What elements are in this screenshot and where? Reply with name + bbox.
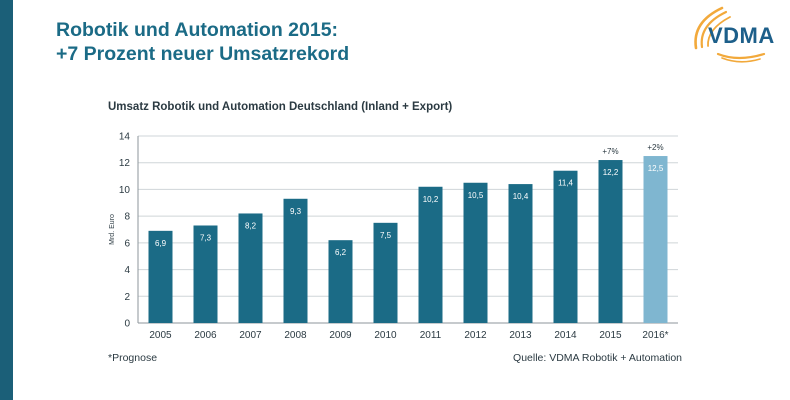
- data-label: 10,5: [468, 191, 484, 200]
- chart-title: Umsatz Robotik und Automation Deutschlan…: [108, 101, 453, 113]
- data-label: 10,2: [423, 195, 439, 204]
- x-tick-label: 2013: [509, 330, 532, 341]
- bar-2015: [598, 160, 623, 323]
- growth-annotation: +7%: [602, 147, 618, 156]
- growth-annotation: +2%: [647, 143, 663, 152]
- x-tick-label: 2008: [284, 330, 307, 341]
- y-tick-label: 12: [119, 158, 131, 169]
- y-tick-label: 14: [119, 132, 131, 143]
- logo-text: VDMA: [708, 23, 775, 48]
- bar-2013: [508, 184, 533, 323]
- data-label: 7,5: [380, 231, 392, 240]
- page-title: Robotik und Automation 2015: +7 Prozent …: [56, 18, 349, 66]
- data-label: 8,2: [245, 221, 257, 230]
- x-tick-label: 2006: [194, 330, 217, 341]
- side-strip: [0, 0, 13, 400]
- y-tick-label: 2: [124, 292, 130, 303]
- vdma-logo-icon: [694, 6, 766, 63]
- x-tick-label: 2012: [464, 330, 487, 341]
- data-label: 11,4: [558, 179, 574, 188]
- bar-2010: [373, 222, 398, 323]
- bar-2014: [553, 170, 578, 323]
- data-label: 6,2: [335, 248, 347, 257]
- x-tick-label: 2010: [374, 330, 397, 341]
- footnote: *Prognose: [108, 352, 158, 364]
- data-label: 10,4: [513, 192, 529, 201]
- title-line-1: Robotik und Automation 2015:: [56, 19, 339, 41]
- data-label: 9,3: [290, 207, 302, 216]
- bar-2011: [418, 186, 443, 323]
- y-tick-label: 8: [124, 212, 130, 223]
- data-label: 7,3: [200, 233, 212, 242]
- bars-layer: [148, 156, 668, 323]
- bar-2007: [238, 213, 263, 323]
- y-tick-label: 10: [119, 185, 131, 196]
- bar-2009: [328, 240, 353, 323]
- title-line-2: +7 Prozent neuer Umsatzrekord: [56, 43, 350, 65]
- grid-layer: [137, 135, 678, 324]
- bar-2012: [463, 182, 488, 323]
- bar-2008: [283, 198, 308, 323]
- labels-layer: 0 2 4 6 8 10 12 14 Mrd. Euro 6,9 2005 7,3 2006 8,2 200…: [109, 132, 669, 342]
- bar-2005: [148, 230, 173, 323]
- x-tick-label: 2011: [420, 330, 442, 341]
- bar-2006: [193, 225, 218, 323]
- x-tick-label: 2016*: [642, 330, 668, 341]
- y-tick-label: 6: [124, 238, 130, 249]
- x-tick-label: 2009: [329, 330, 352, 341]
- y-tick-label: 4: [124, 265, 130, 276]
- y-axis-title: Mrd. Euro: [109, 214, 116, 245]
- data-label: 6,9: [155, 239, 167, 248]
- x-tick-label: 2014: [554, 330, 577, 341]
- x-tick-label: 2015: [599, 330, 622, 341]
- data-label: 12,5: [648, 164, 664, 173]
- data-label: 12,2: [603, 168, 619, 177]
- x-tick-label: 2007: [239, 330, 262, 341]
- y-tick-label: 0: [124, 319, 130, 330]
- bar-2016-forecast: [643, 156, 668, 323]
- source-note: Quelle: VDMA Robotik + Automation: [513, 352, 682, 364]
- x-tick-label: 2005: [149, 330, 172, 341]
